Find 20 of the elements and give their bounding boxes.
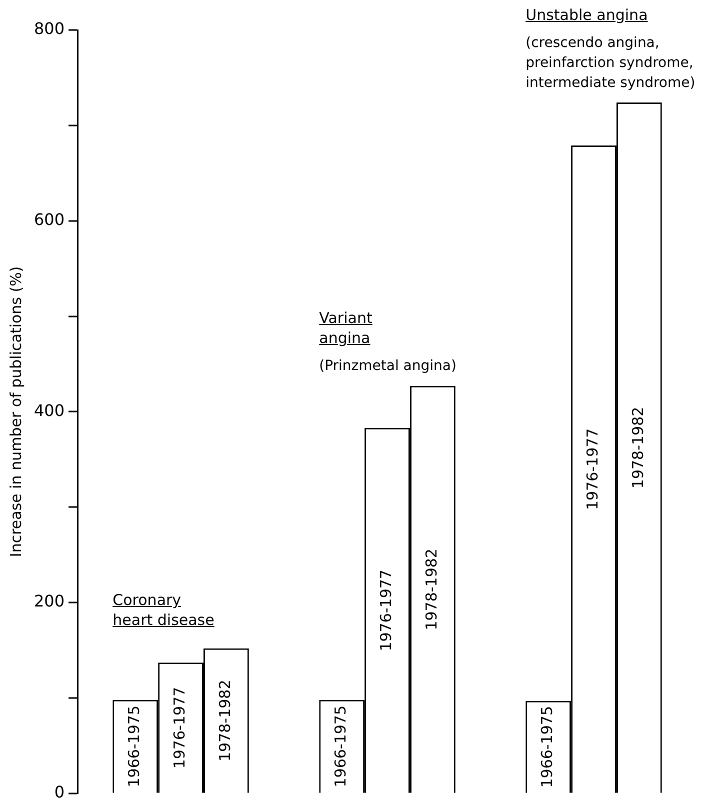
text: 1966-1975 xyxy=(332,706,350,788)
y-tick-label: 200 xyxy=(34,592,65,611)
y-tick-label: 0 xyxy=(54,782,65,802)
y-tick-label: 400 xyxy=(34,400,65,420)
y-axis-title: Increase in number of publications (%) xyxy=(6,266,25,558)
series-label: 1978-1982 xyxy=(422,548,441,630)
annotation: (crescendo angina, preinfarction syndrome, intermediate syndrome) xyxy=(526,34,696,93)
text: 1978-1982 xyxy=(216,680,234,762)
annotation: (Prinzmetal angina) xyxy=(319,356,458,376)
y-tick-label: 800 xyxy=(34,19,65,38)
text: 1966-1975 xyxy=(125,706,144,788)
series-label: 1966-1975 xyxy=(538,706,556,788)
series-label: 1976-1977 xyxy=(584,428,602,510)
x-tick-label: Variant angina xyxy=(319,308,374,348)
text: 1976-1977 xyxy=(170,686,189,769)
x-tick-label: Coronary heart disease xyxy=(112,590,216,630)
x-tick-label: Unstable angina xyxy=(526,4,649,25)
text: 1976-1977 xyxy=(377,570,396,652)
y-tick-label: 600 xyxy=(34,210,65,230)
text: 1978-1982 xyxy=(629,406,648,489)
